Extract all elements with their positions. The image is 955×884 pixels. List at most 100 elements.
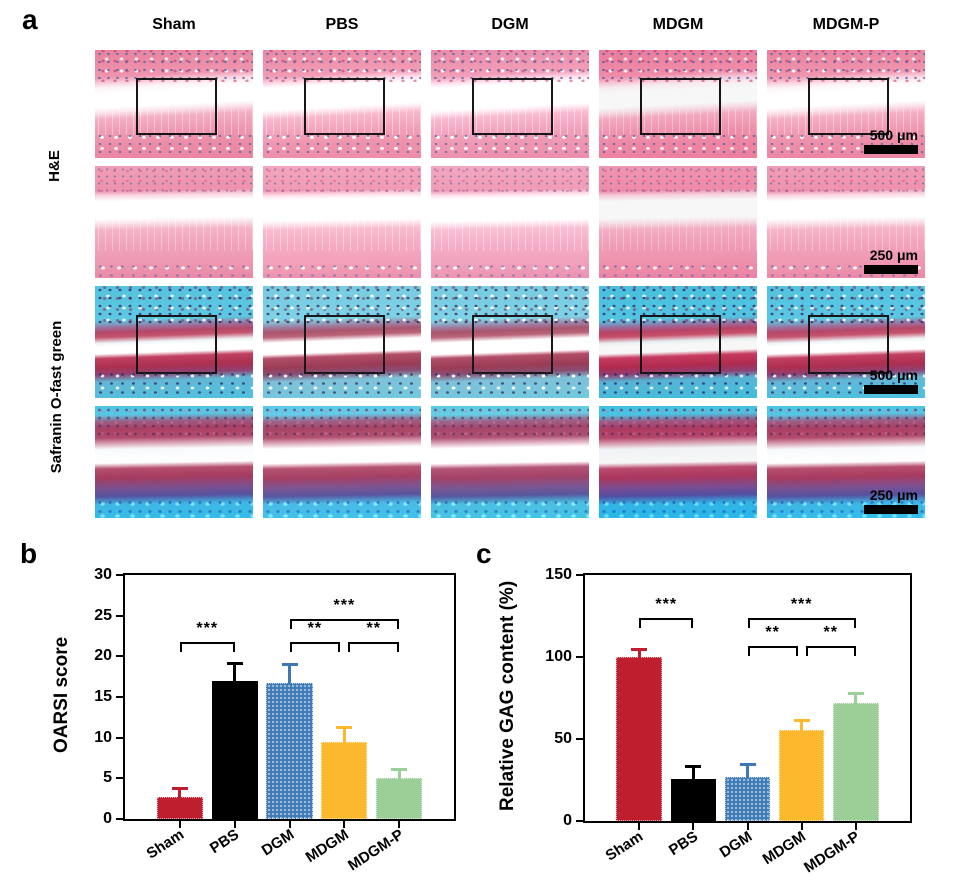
micrograph-safranin-zoom-mdgm: [599, 406, 757, 518]
column-headers: Sham PBS DGM MDGM MDGM-P: [95, 16, 925, 34]
y-axis-tick-label: 10: [94, 728, 112, 746]
micrograph-safranin-zoom-sham: [95, 406, 253, 518]
significance-bracket-end: [289, 618, 292, 629]
significance-bracket-end: [747, 617, 750, 628]
scale-bar-label: 500 μm: [869, 126, 918, 143]
y-axis-tick-label: 20: [94, 647, 112, 665]
micrograph-safranin-zoom-pbs: [263, 406, 421, 518]
error-bar-pbs: [691, 766, 695, 782]
y-axis-tick: [116, 696, 123, 698]
significance-stars: ***: [655, 595, 678, 613]
significance-stars: ***: [333, 596, 356, 614]
x-axis-tick-sham: [178, 821, 181, 828]
micrograph-safranin-overview-dgm: [431, 286, 589, 398]
bar-mdgm: [778, 729, 825, 821]
x-axis-label-pbs: PBS: [665, 828, 701, 860]
bar-mdgm-p: [376, 778, 423, 819]
error-bar-mdgm-p: [854, 693, 858, 705]
error-bar-cap-dgm: [281, 663, 298, 667]
x-axis-tick-pbs: [233, 821, 236, 828]
error-bar-mdgm: [800, 720, 804, 732]
significance-stars: **: [765, 623, 780, 641]
micrograph-he-zoom-dgm: [431, 166, 589, 278]
plot-area-gag: 0 50 100 150 Sham PBS DGM MDGM MDGM-P *** ** ** ***: [545, 567, 912, 876]
scale-bar-label: 250 μm: [869, 246, 918, 263]
micrograph-he-zoom-pbs: [263, 166, 421, 278]
panel-c-gag-chart: c Relative GAG content (%) 0 50 100 150 Sham…: [470, 540, 955, 884]
x-axis-tick-sham: [638, 823, 641, 830]
significance-bracket-end: [853, 645, 856, 656]
significance-stars: **: [366, 619, 381, 637]
inset-box: [304, 78, 386, 135]
scale-bar-label: 500 μm: [869, 366, 918, 383]
bar-mdgm-p: [833, 702, 879, 821]
y-axis-tick: [116, 655, 123, 658]
panel-a-label: a: [22, 4, 38, 35]
y-axis-tick: [576, 738, 583, 740]
column-header-mdgm-p: MDGM-P: [812, 16, 880, 33]
significance-bracket-end: [338, 641, 341, 652]
column-header-sham: Sham: [152, 16, 196, 33]
x-axis-tick-dgm: [746, 823, 749, 830]
micrograph-safranin-zoom-dgm: [431, 406, 589, 518]
significance-bracket-end: [289, 641, 292, 652]
micrograph-grid: 500 μm 250 μm 500 μm: [95, 50, 925, 518]
column-header-pbs: PBS: [325, 16, 359, 33]
significance-bracket-end: [747, 645, 750, 656]
significance-bracket: [289, 618, 400, 621]
scale-bar: 500 μm: [864, 126, 918, 154]
micrograph-he-zoom-sham: [95, 166, 253, 278]
micrograph-safranin-zoom-mdgm-p: 250 μm: [767, 406, 925, 518]
error-bar-pbs: [233, 662, 237, 683]
y-axis-tick-label: 0: [563, 812, 572, 829]
error-bar-dgm: [746, 763, 749, 779]
x-axis-label-sham: Sham: [602, 828, 647, 865]
y-axis-tick: [116, 574, 123, 576]
scale-bar-line: [864, 265, 918, 274]
significance-bracket: [639, 617, 694, 620]
panel-b-label: b: [20, 538, 38, 569]
significance-bracket: [348, 641, 400, 644]
x-axis-label-sham: Sham: [143, 826, 188, 863]
micrograph-safranin-overview-mdgm-p: 500 μm: [767, 286, 925, 398]
y-axis-tick: [576, 574, 583, 576]
micrograph-he-overview-dgm: [431, 50, 589, 158]
inset-box: [640, 315, 722, 374]
significance-bracket-end: [232, 641, 235, 652]
inset-box: [472, 315, 554, 374]
column-header-dgm: DGM: [491, 16, 529, 33]
bar-mdgm: [321, 741, 368, 819]
error-bar-cap-mdgm-p: [391, 767, 408, 771]
error-bar-cap-mdgm: [793, 719, 810, 723]
micrograph-he-overview-mdgm: [599, 50, 757, 158]
y-axis-tick: [116, 736, 123, 739]
micrograph-safranin-overview-pbs: [263, 286, 421, 398]
error-bar-cap-pbs: [226, 661, 243, 665]
significance-bracket-end: [795, 645, 798, 656]
scale-bar-line: [864, 145, 918, 154]
error-bar-mdgm: [342, 727, 346, 744]
y-axis-tick-label: 5: [103, 769, 112, 787]
bar-sham: [156, 797, 203, 819]
significance-bracket-end: [853, 617, 856, 628]
column-header-mdgm: MDGM: [652, 16, 704, 33]
micrograph-safranin-overview-mdgm: [599, 286, 757, 398]
inset-box: [808, 78, 890, 135]
significance-bracket-end: [179, 641, 182, 652]
x-axis-label-dgm: DGM: [258, 826, 297, 860]
row-label-safranin: Safranin O-fast green: [48, 320, 65, 474]
error-bar-cap-sham: [631, 647, 648, 651]
scale-bar-line: [864, 505, 918, 514]
x-axis-tick-mdgm: [800, 823, 803, 830]
x-axis-label-mdgm-p: MDGM-P: [801, 828, 864, 877]
y-axis-tick-label: 15: [94, 688, 112, 705]
scale-bar-line: [864, 385, 918, 394]
bar-dgm: [724, 776, 771, 821]
panel-c-label: c: [476, 538, 492, 569]
significance-bracket: [289, 641, 341, 644]
y-axis-tick-label: 100: [545, 648, 572, 665]
inset-box: [808, 315, 890, 374]
error-bar-cap-mdgm-p: [847, 692, 864, 696]
error-bar-mdgm-p: [397, 768, 401, 781]
significance-stars: ***: [196, 619, 219, 637]
